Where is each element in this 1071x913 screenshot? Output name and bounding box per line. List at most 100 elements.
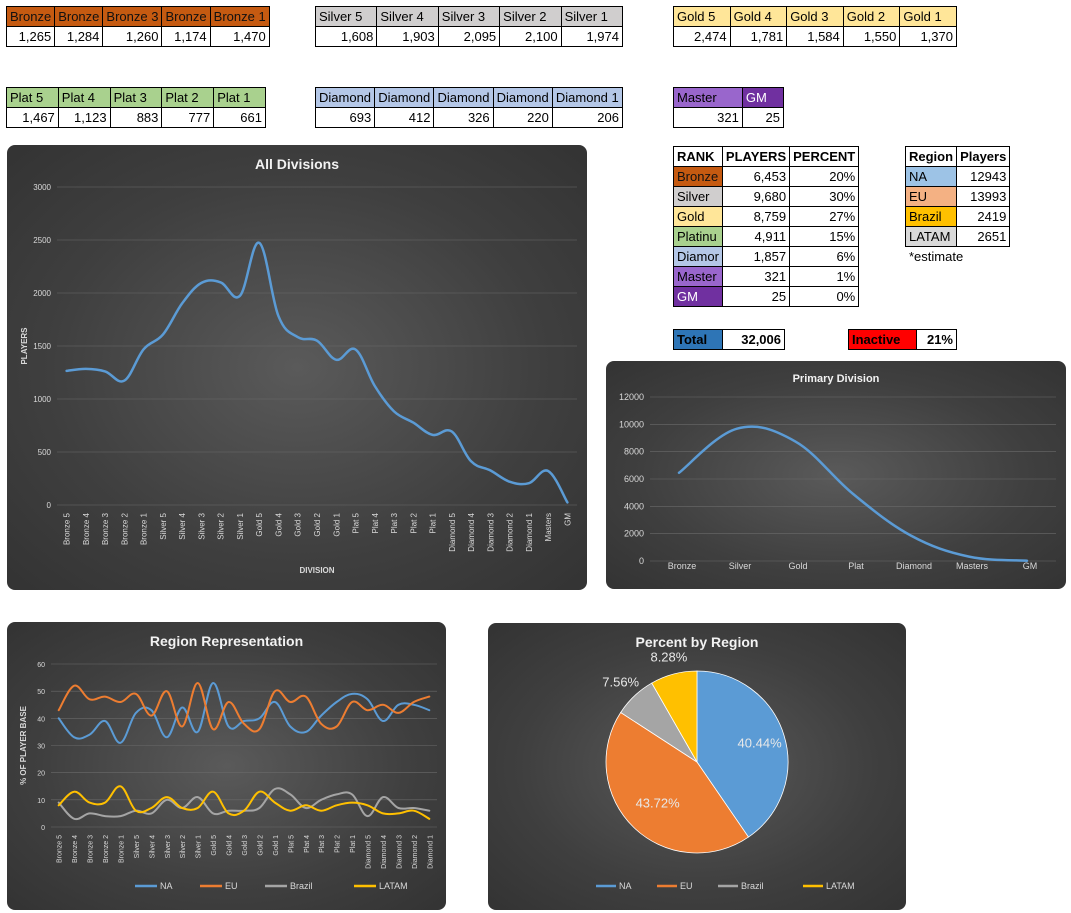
data-label: 43.72% xyxy=(636,795,681,810)
y-tick-label: 30 xyxy=(37,744,45,751)
series-line-latam xyxy=(57,785,431,820)
x-tick-label: Plat 1 xyxy=(429,512,438,533)
players-cell: 321 xyxy=(721,266,791,287)
gm-label: GM xyxy=(741,87,785,108)
master-value: 321 xyxy=(673,107,743,128)
data-label: 40.44% xyxy=(738,736,783,751)
rank-cell: GM xyxy=(673,286,723,307)
rank-cell: Diamor xyxy=(673,246,723,267)
plat-label: Plat 5 xyxy=(6,87,59,108)
plat-label: Plat 3 xyxy=(109,87,163,108)
diamond-label: Diamond xyxy=(374,87,435,108)
y-tick-label: 60 xyxy=(37,662,45,669)
legend-label: Brazil xyxy=(741,881,764,891)
plat-value: 1,467 xyxy=(6,107,59,128)
percent-cell: 0% xyxy=(789,286,860,307)
silver-label: Silver 3 xyxy=(437,6,501,27)
y-tick-label: 2000 xyxy=(624,529,644,539)
x-tick-label: Silver 5 xyxy=(159,512,168,539)
x-tick-label: Silver 1 xyxy=(196,835,203,858)
players-cell: 1,857 xyxy=(721,246,791,267)
series-line-brazil xyxy=(57,787,431,821)
gold-value: 1,370 xyxy=(899,26,957,47)
y-tick-label: 40 xyxy=(37,716,45,723)
region-table: Region Players NA 12943 EU 13993 Brazil 241… xyxy=(904,146,1011,247)
x-tick-label: Plat 2 xyxy=(335,835,342,853)
inactive-label: Inactive xyxy=(848,329,917,350)
diamond-value: 326 xyxy=(433,107,494,128)
x-tick-label: Gold 3 xyxy=(294,512,303,536)
x-tick-label: Gold 3 xyxy=(242,835,249,856)
x-tick-label: Gold xyxy=(788,561,807,571)
diamond-table: Diamond Diamond Diamond Diamond Diamond … xyxy=(314,87,624,128)
y-tick-label: 1000 xyxy=(33,395,51,404)
plat-value: 661 xyxy=(213,107,266,128)
region-cell: Brazil xyxy=(904,206,958,227)
y-tick-label: 3000 xyxy=(33,183,51,192)
pie-slice-na xyxy=(696,670,789,838)
x-tick-label: Diamond 4 xyxy=(467,512,476,551)
silver-value: 1,608 xyxy=(314,26,378,47)
bronze-value: 1,260 xyxy=(102,26,163,47)
diamond-label: Diamond xyxy=(433,87,494,108)
x-tick-label: Gold 2 xyxy=(257,835,264,856)
legend-label: LATAM xyxy=(826,881,855,891)
x-tick-label: Bronze 1 xyxy=(140,512,149,545)
x-tick-label: Diamond 4 xyxy=(381,835,388,869)
plat-label: Plat 1 xyxy=(213,87,266,108)
x-tick-label: Diamond 5 xyxy=(448,512,457,551)
silver-value: 2,100 xyxy=(499,26,562,47)
rank-cell: Silver xyxy=(673,186,723,207)
legend-label: LATAM xyxy=(379,881,408,891)
x-tick-label: Masters xyxy=(956,561,989,571)
x-tick-label: Silver 5 xyxy=(134,835,141,858)
region-cell: EU xyxy=(904,186,958,207)
x-tick-label: Gold 5 xyxy=(255,512,264,536)
percent-cell: 1% xyxy=(789,266,860,287)
region-cell: NA xyxy=(904,166,958,187)
estimate-note: *estimate xyxy=(909,249,964,264)
x-tick-label: Bronze 5 xyxy=(57,835,64,863)
legend-label: EU xyxy=(680,881,693,891)
gold-label: Gold 5 xyxy=(673,6,731,27)
x-tick-label: Bronze 4 xyxy=(82,512,91,545)
master-label: Master xyxy=(673,87,743,108)
percent-header: PERCENT xyxy=(789,146,860,167)
primary-division-chart: Primary Division 0 2000 4000 6000 8000 10000 12… xyxy=(606,361,1066,589)
y-tick-label: 0 xyxy=(47,501,52,510)
bronze-label: Bronze 3 xyxy=(102,6,163,27)
x-tick-label: Diamond 1 xyxy=(427,835,434,869)
y-axis-title: PLAYERS xyxy=(20,327,29,365)
y-tick-label: 12000 xyxy=(619,392,644,402)
rank-cell: Platinu xyxy=(673,226,723,247)
percent-by-region-chart: Percent by Region 40.44% 43.72% 7.56% 8.28% N… xyxy=(488,623,906,910)
x-tick-label: Masters xyxy=(544,513,553,541)
gold-value: 1,550 xyxy=(842,26,901,47)
plat-label: Plat 4 xyxy=(57,87,111,108)
bronze-value: 1,265 xyxy=(5,26,56,47)
x-tick-label: Bronze 3 xyxy=(101,512,110,545)
percent-cell: 27% xyxy=(789,206,860,227)
diamond-label: Diamond xyxy=(492,87,553,108)
percent-cell: 20% xyxy=(789,166,860,187)
series-line-eu xyxy=(57,681,431,733)
series-line-players xyxy=(65,241,569,504)
y-tick-label: 8000 xyxy=(624,447,644,457)
plat-value: 1,123 xyxy=(57,107,111,128)
inactive-value: 21% xyxy=(915,329,958,350)
x-tick-label: Plat xyxy=(848,561,864,571)
y-tick-label: 20 xyxy=(37,771,45,778)
rank-cell: Master xyxy=(673,266,723,287)
y-tick-label: 500 xyxy=(38,448,52,457)
x-tick-label: Diamond 2 xyxy=(412,835,419,869)
silver-value: 1,903 xyxy=(376,26,439,47)
plat-table: Plat 5 Plat 4 Plat 3 Plat 2 Plat 1 1,467… xyxy=(6,87,266,128)
x-tick-label: Gold 1 xyxy=(332,512,341,536)
data-label: 7.56% xyxy=(602,674,639,689)
y-tick-label: 2500 xyxy=(33,236,51,245)
region-players-cell: 13993 xyxy=(956,186,1011,207)
bronze-value: 1,470 xyxy=(209,26,270,47)
chart-title: Region Representation xyxy=(150,633,303,649)
x-tick-label: Plat 2 xyxy=(409,512,418,533)
silver-label: Silver 5 xyxy=(314,6,378,27)
